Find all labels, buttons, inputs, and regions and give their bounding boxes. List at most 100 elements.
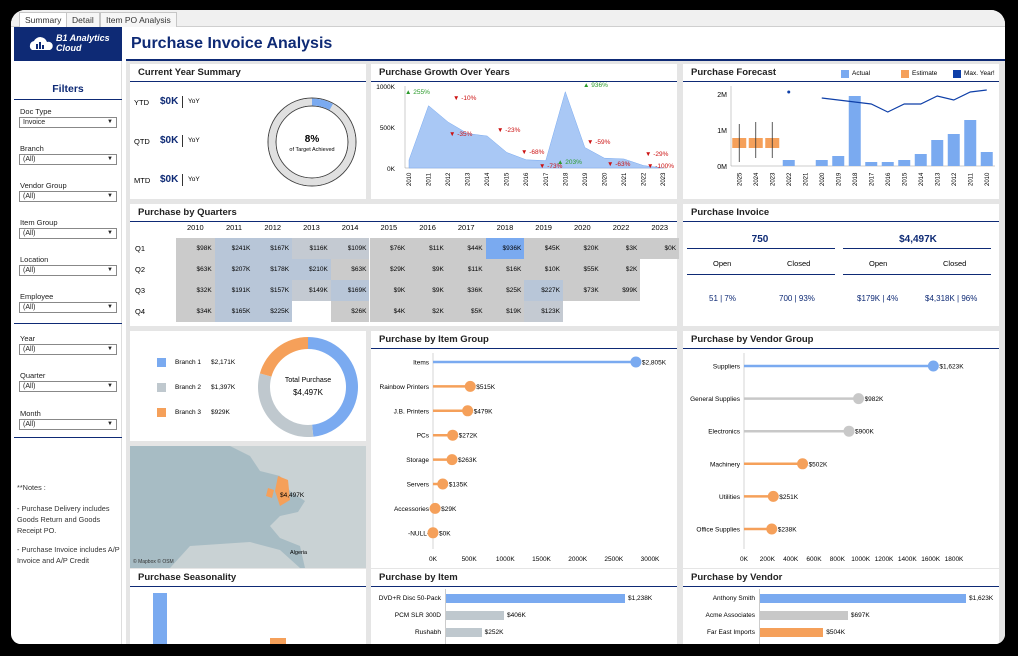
- tab-summary[interactable]: Summary: [19, 12, 68, 28]
- chevron-down-icon: ▼: [107, 421, 113, 427]
- summary-label-qtd: QTD: [134, 137, 150, 146]
- category-label: Storage: [406, 457, 429, 464]
- legend-swatch: [157, 383, 166, 392]
- x-tick-label: 2024: [754, 172, 760, 186]
- lollipop-dot: [767, 490, 779, 502]
- value-label: $238K: [778, 527, 797, 534]
- filter-select-vendor-group[interactable]: (All) ▼: [19, 191, 117, 202]
- growth-down-label: ▼ -23%: [497, 127, 521, 134]
- table-cell: $225K: [253, 301, 293, 322]
- actual-bar: [964, 120, 977, 166]
- x-tick-label: 2010: [985, 172, 991, 186]
- growth-down-label: ▼ -63%: [607, 161, 631, 168]
- actual-bar: [898, 160, 911, 166]
- chevron-down-icon: ▼: [107, 119, 113, 125]
- donut-slice: [258, 373, 314, 437]
- legend-swatch: [841, 70, 849, 78]
- purchase-forecast-panel: Purchase Forecast Actual Estimate Max. Yea…: [683, 64, 999, 199]
- table-cell: $9K: [408, 280, 447, 301]
- category-label: Machinery: [710, 461, 741, 468]
- table-cell: $0K: [640, 238, 680, 259]
- growth-down-label: ▼ -59%: [587, 139, 611, 146]
- x-tick-label: 2012: [952, 172, 958, 186]
- y-tick-label: 0K: [387, 166, 396, 173]
- x-tick-label: 2019: [836, 172, 842, 186]
- filter-select-employee[interactable]: (All) ▼: [19, 302, 117, 313]
- value-label: $29K: [441, 506, 457, 513]
- value-label: $251K: [779, 494, 798, 501]
- column-header-year: 2012: [264, 223, 282, 232]
- column-header-year: 2017: [457, 223, 475, 232]
- max-year-line: [821, 89, 987, 113]
- tab-detail[interactable]: Detail: [66, 12, 100, 27]
- title-underline: [130, 586, 366, 587]
- growth-up-label: ▲ 203%: [557, 159, 582, 166]
- value-label: $982K: [865, 396, 884, 403]
- table-cell: $9K: [369, 280, 409, 301]
- filter-select-doc-type[interactable]: Invoice ▼: [19, 117, 117, 128]
- legend-swatch: [157, 358, 166, 367]
- tab-item-po-analysis[interactable]: Item PO Analysis: [100, 12, 177, 27]
- table-cell: $9K: [408, 259, 447, 280]
- filter-select-quarter[interactable]: (All) ▼: [19, 381, 117, 392]
- divider: [687, 274, 835, 275]
- category-label: -NULL-: [408, 530, 429, 537]
- bar-label: Rushabh: [414, 629, 441, 636]
- page-title: Purchase Invoice Analysis: [131, 35, 333, 52]
- x-tick-label: 2020: [820, 172, 826, 186]
- summary-value: $0K: [160, 135, 179, 146]
- target-gauge: [267, 97, 357, 187]
- branch-name: Branch 1: [175, 359, 202, 366]
- value-label: $272K: [459, 433, 478, 440]
- x-tick-label: 2020: [602, 172, 608, 186]
- table-cell: $44K: [446, 238, 486, 259]
- growth-area: [408, 90, 664, 169]
- table-cell: $16K: [485, 259, 525, 280]
- map-panel[interactable]: $4,497K Algeria © Mapbox © OSM: [130, 446, 366, 568]
- x-tick-label: 2500K: [604, 556, 623, 563]
- y-tick-label: 0M: [717, 164, 727, 171]
- table-cell: $2K: [601, 259, 641, 280]
- filter-select-month[interactable]: (All) ▼: [19, 419, 117, 430]
- lollipop-dot: [462, 405, 474, 417]
- value-label: $479K: [474, 408, 493, 415]
- chevron-down-icon: ▼: [107, 267, 113, 273]
- filter-select-year[interactable]: (All) ▼: [19, 344, 117, 355]
- filter-select-branch[interactable]: (All) ▼: [19, 154, 117, 165]
- x-tick-label: 2011: [427, 172, 433, 186]
- value-label: $0K: [439, 530, 451, 537]
- closed-label: Closed: [943, 259, 967, 268]
- purchase-growth-panel: Purchase Growth Over Years 1000K 500K 0K 20…: [371, 64, 677, 199]
- column-header-year: 2010: [187, 223, 204, 232]
- category-label: Servers: [407, 482, 430, 489]
- filter-label: Employee: [20, 292, 54, 301]
- filter-select-item-group[interactable]: (All) ▼: [19, 228, 117, 239]
- chevron-down-icon: ▼: [107, 304, 113, 310]
- bar-label: Acme Associates: [705, 612, 756, 619]
- category-label: Suppliers: [713, 364, 741, 371]
- x-tick-label: 2018: [563, 172, 569, 186]
- x-tick-label: 2014: [485, 172, 491, 186]
- table-cell: $29K: [369, 259, 409, 280]
- panel-title: Purchase Growth Over Years: [379, 67, 510, 78]
- table-cell: $34K: [176, 301, 215, 322]
- filter-label: Quarter: [20, 371, 46, 380]
- filter-select-location[interactable]: (All) ▼: [19, 265, 117, 276]
- bar: [445, 594, 625, 603]
- map-place-algeria: Algeria: [290, 550, 308, 556]
- row-header-quarter: Q1: [135, 244, 146, 253]
- value-label: $1,623K: [939, 364, 964, 371]
- summary-suffix: YoY: [188, 137, 200, 144]
- growth-down-label: ▼ -35%: [449, 131, 473, 138]
- growth-up-label: ▲ 936%: [583, 82, 608, 89]
- target-label: of Target Achieved: [289, 147, 335, 153]
- notes-heading: **Notes :: [17, 483, 46, 492]
- table-cell: $210K: [292, 259, 331, 280]
- title-underline: [683, 586, 999, 587]
- separator: [182, 135, 183, 147]
- closed-amount: $4,318K | 96%: [925, 294, 978, 303]
- growth-up-label: ▲ 255%: [405, 89, 430, 96]
- growth-down-label: ▼ -73%: [539, 163, 563, 170]
- filter-label: Location: [20, 255, 49, 264]
- actual-bar: [881, 162, 894, 166]
